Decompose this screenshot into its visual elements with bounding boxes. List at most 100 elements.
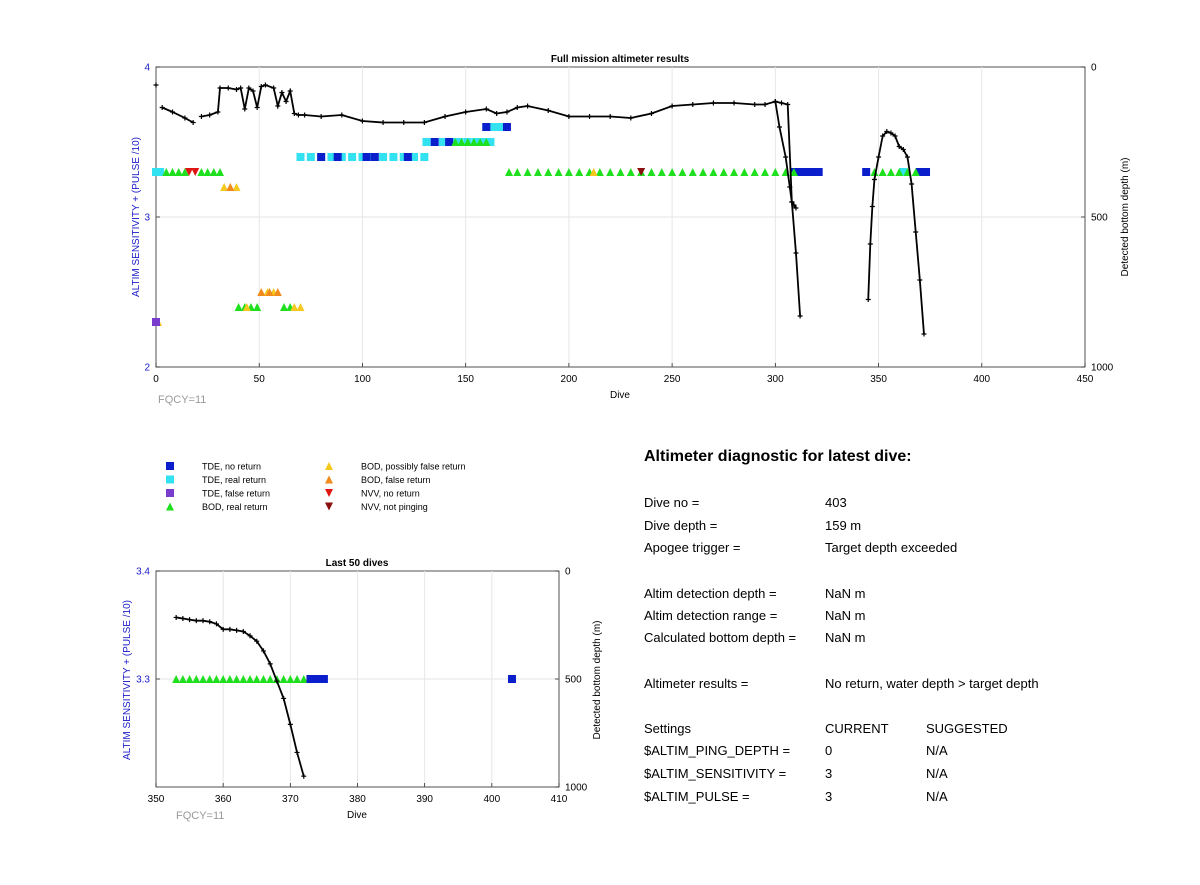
bod-real-return-marker [544,168,553,176]
bod-possibly-false-marker [325,462,333,470]
bottom-depth-point [648,111,654,116]
bod-real-return-marker [678,168,687,176]
x-tick-label: 350 [870,374,887,385]
bod-real-return-marker [626,168,635,176]
tde-no-return-marker [862,168,871,176]
bottom-depth-point [247,633,253,639]
diag-value: NaN m [825,630,866,645]
bod-real-return-marker [761,168,770,176]
bottom-depth-series [153,82,927,337]
bottom-depth-point [904,154,910,160]
x-tick-label: 410 [551,794,568,805]
bottom-depth-point [566,114,572,119]
tde-false-return-marker [166,489,174,497]
tde-real-return-marker [337,153,346,161]
x-tick-label: 350 [148,794,165,805]
bottom-depth-point [182,115,188,121]
legend-item: NVV, not pinging [325,502,428,512]
bottom-depth-point [483,106,489,112]
status-markers [152,123,931,326]
legend-item: BOD, possibly false return [325,462,466,472]
bottom-depth-point [779,100,785,106]
y2-tick-label: 0 [1091,63,1097,74]
x-tick-label: 360 [215,794,232,805]
bottom-depth-line [201,84,802,317]
tde-real-return-marker [399,153,408,161]
bod-real-return-marker [699,168,708,176]
bottom-depth-point [504,109,510,115]
bod-real-return-marker [505,168,514,176]
tde-no-return-marker [403,153,412,161]
bod-real-return-marker [616,168,625,176]
x-tick-label: 150 [457,374,474,385]
bod-real-return-marker [252,675,261,683]
bottom-depth-series [173,614,307,779]
bottom-depth-point [220,626,226,632]
diag-value: 403 [825,495,847,510]
bottom-depth-point [180,616,186,622]
legend-label: BOD, false return [361,475,431,485]
bottom-depth-point [234,627,240,633]
bottom-depth-point [267,661,273,667]
bottom-depth-point [173,614,179,620]
bottom-depth-point [262,82,268,88]
bottom-depth-point [159,105,165,110]
bod-real-return-marker [205,675,214,683]
bod-real-return-marker [554,168,563,176]
bod-possibly-false-marker [296,303,305,311]
setting-label: $ALTIM_PING_DEPTH = [644,743,791,758]
bottom-depth-point [240,628,246,634]
bottom-depth-point [869,204,875,209]
x-tick-label: 380 [349,794,366,805]
legend-label: NVV, no return [361,489,420,499]
bod-real-return-marker [172,675,181,683]
tde-no-return-marker [317,153,326,161]
bottom-depth-point [287,88,293,94]
bod-false-return-marker [265,288,274,296]
x-tick-label: 370 [282,794,299,805]
bod-real-return-marker [219,675,228,683]
bod-real-return-marker [709,168,718,176]
setting-suggested: N/A [926,766,948,781]
setting-current: 0 [825,743,833,758]
tde-no-return-marker [922,168,931,176]
settings-header-suggested: SUGGESTED [926,721,1008,736]
legend-label: NVV, not pinging [361,502,428,512]
y-axis-label: ALTIM SENSITIVITY + (PULSE /10) [131,137,142,297]
bod-real-return-marker [180,168,189,176]
tde-no-return-marker [166,462,174,470]
tde-real-return-marker [486,138,495,146]
bottom-depth-point [198,114,204,119]
x-tick-label: 50 [254,374,266,385]
x-tick-label: 200 [561,374,578,385]
bottom-depth-point [207,619,213,625]
legend-label: TDE, false return [202,489,270,499]
bottom-depth-point [234,87,240,92]
bottom-depth-point [281,695,287,701]
tde-no-return-marker [808,168,817,176]
diag-value: 159 m [825,518,862,533]
bod-real-return-marker [870,168,879,176]
bod-real-return-marker [185,675,194,683]
bod-real-return-marker [209,168,218,176]
bod-real-return-marker [279,303,288,311]
bottom-depth-point [793,205,799,211]
bod-real-return-marker [215,168,224,176]
bod-real-return-marker [279,675,288,683]
bottom-depth-point [669,103,675,109]
tde-no-return-marker [333,153,342,161]
bod-real-return-marker [911,168,920,176]
bod-real-return-marker [647,168,656,176]
grid [156,67,1085,367]
tde-no-return-marker [313,675,322,683]
bottom-depth-point [283,99,289,104]
bottom-depth-point [275,103,281,109]
bod-possibly-false-marker [290,303,299,311]
bod-real-return-marker [234,303,243,311]
bod-real-return-marker [166,502,174,511]
setting-current: 3 [825,766,833,781]
tde-real-return-marker [379,153,388,161]
bottom-depth-line [867,130,925,335]
bod-real-return-marker [895,168,904,176]
